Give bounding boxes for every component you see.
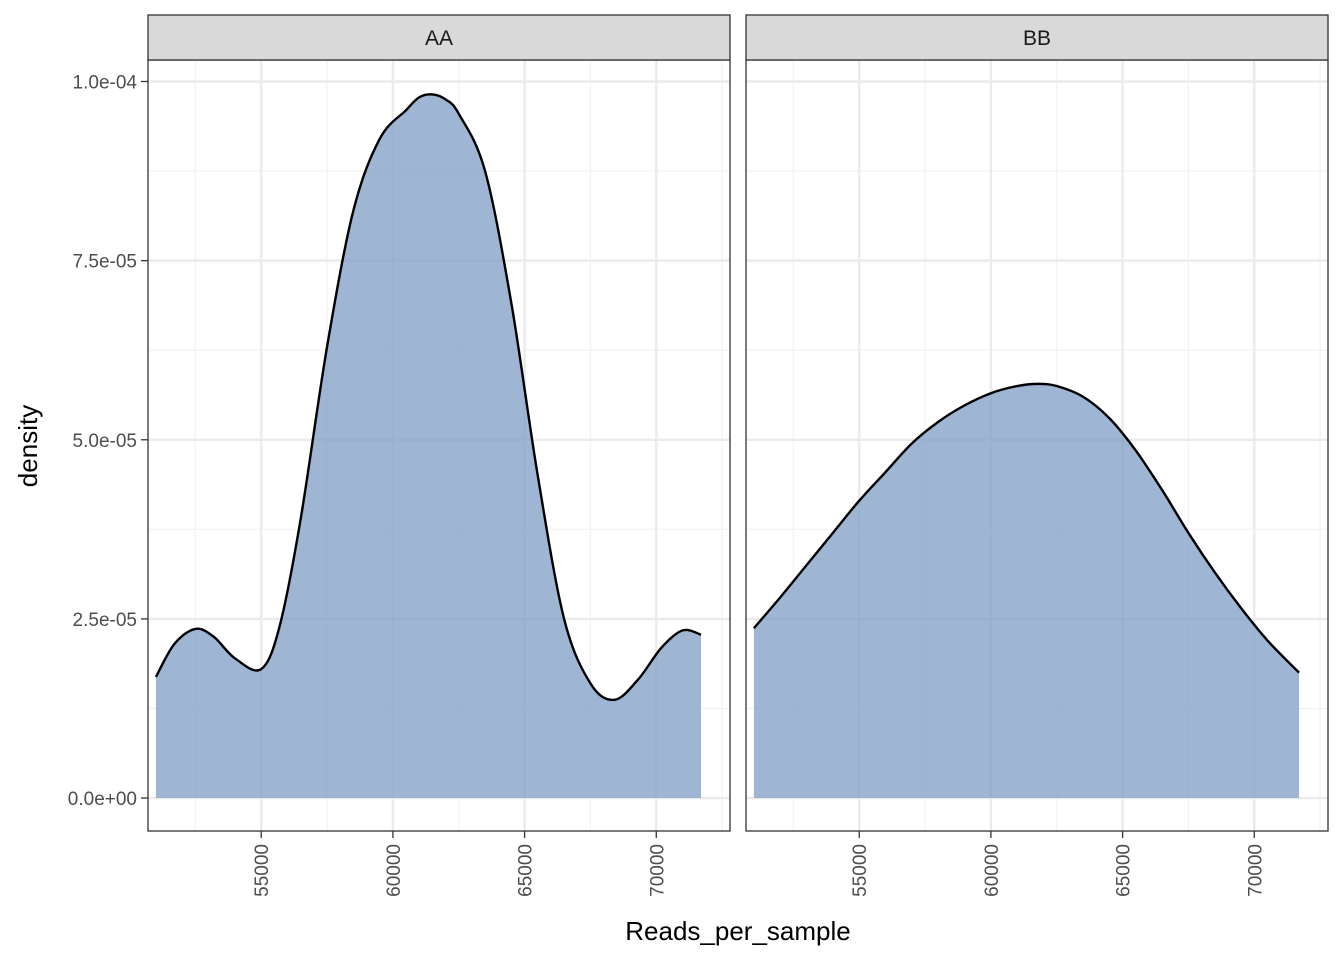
panel-bb-strip: [745, 14, 1329, 61]
x-tick-label-bb-0: 55000: [850, 844, 871, 897]
density-curve-bb: [752, 382, 1300, 674]
x-tick-label-aa-1: 60000: [384, 844, 405, 897]
y-tick-label-2: 5.0e-05: [73, 431, 137, 452]
density-curve-aa: [154, 93, 702, 702]
y-axis-ticks: 0.0e+00 2.5e-05 5.0e-05 7.5e-05 1.0e-04: [68, 72, 148, 810]
density-area-fill-bb: [753, 383, 1300, 799]
y-tick-label-3: 7.5e-05: [73, 252, 137, 273]
x-tick-label-aa-2: 65000: [516, 844, 537, 897]
y-tick-label-4: 1.0e-04: [73, 72, 138, 93]
panel-bb-strip-label: BB: [1023, 27, 1051, 50]
panel-aa-x-ticks: 55000 60000 65000 70000: [252, 831, 668, 897]
y-tick-label-1: 2.5e-05: [73, 610, 137, 631]
x-axis-title: Reads_per_sample: [625, 916, 850, 946]
x-tick-label-aa-3: 70000: [647, 844, 668, 897]
y-tick-label-0: 0.0e+00: [68, 789, 137, 810]
x-tick-label-bb-3: 70000: [1245, 844, 1266, 897]
panel-aa-density-area: [154, 93, 702, 799]
x-tick-label-bb-1: 60000: [982, 844, 1003, 897]
x-tick-label-bb-2: 65000: [1114, 844, 1135, 897]
panel-bb: BB 55000 60000 65000 70000: [745, 14, 1329, 897]
panel-aa-strip: [147, 14, 731, 61]
panel-aa: AA 55000 60000 65000 70000: [147, 14, 731, 897]
panel-bb-density-area: [752, 382, 1300, 799]
y-axis-title: density: [13, 405, 43, 487]
panel-bb-x-ticks: 55000 60000 65000 70000: [850, 831, 1266, 897]
panel-aa-strip-label: AA: [425, 27, 453, 50]
x-tick-label-aa-0: 55000: [252, 844, 273, 897]
